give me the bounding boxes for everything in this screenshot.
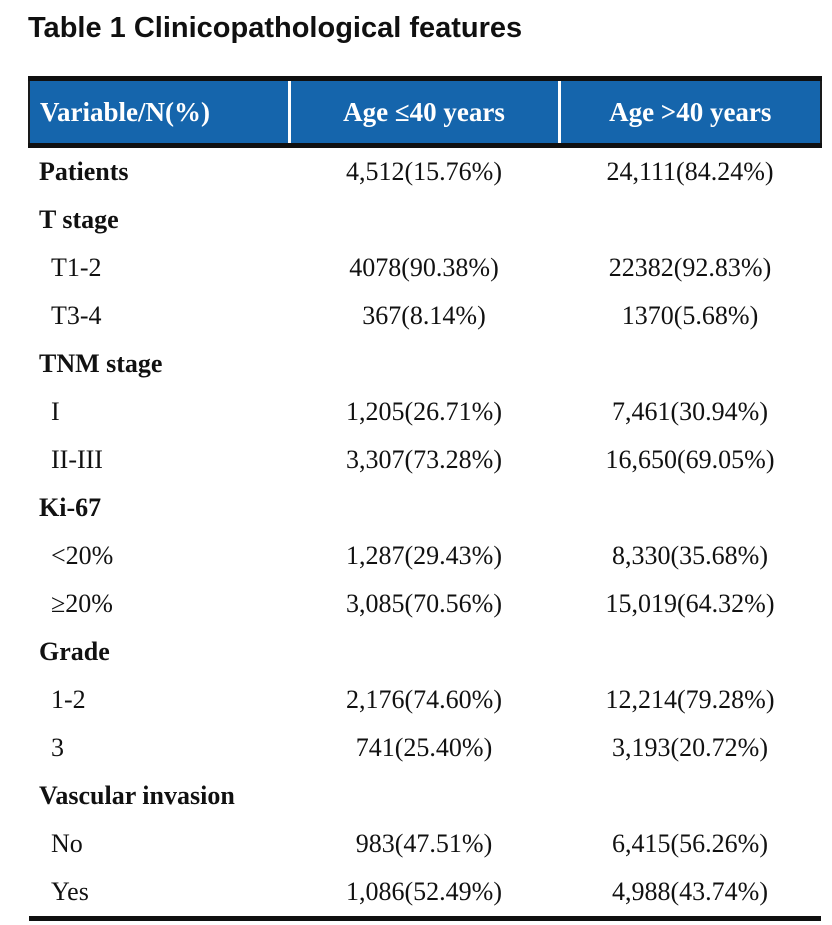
value-cell bbox=[289, 628, 559, 676]
value-cell: 2,176(74.60%) bbox=[289, 676, 559, 724]
column-header-age-le40: Age ≤40 years bbox=[287, 78, 559, 148]
value-cell bbox=[289, 196, 559, 244]
row-label: 1-2 bbox=[29, 676, 289, 724]
column-header-age-gt40: Age >40 years bbox=[557, 78, 822, 148]
clinicopathological-table: Variable/N(%) Age ≤40 years Age >40 year… bbox=[28, 76, 822, 921]
row-label: TNM stage bbox=[29, 340, 289, 388]
column-header-variable: Variable/N(%) bbox=[28, 78, 289, 148]
value-cell: 3,085(70.56%) bbox=[289, 580, 559, 628]
value-cell: 741(25.40%) bbox=[289, 724, 559, 772]
row-label: Yes bbox=[29, 868, 289, 919]
value-cell: 12,214(79.28%) bbox=[559, 676, 821, 724]
header-row: Variable/N(%) Age ≤40 years Age >40 year… bbox=[28, 78, 822, 148]
table-row: II-III 3,307(73.28%) 16,650(69.05%) bbox=[29, 436, 821, 484]
row-label: Patients bbox=[29, 145, 289, 196]
table-row: TNM stage bbox=[29, 340, 821, 388]
value-cell: 22382(92.83%) bbox=[559, 244, 821, 292]
value-cell: 4078(90.38%) bbox=[289, 244, 559, 292]
table-row: <20% 1,287(29.43%) 8,330(35.68%) bbox=[29, 532, 821, 580]
row-label: T1-2 bbox=[29, 244, 289, 292]
row-label: Ki-67 bbox=[29, 484, 289, 532]
row-label: T3-4 bbox=[29, 292, 289, 340]
value-cell: 983(47.51%) bbox=[289, 820, 559, 868]
value-cell: 24,111(84.24%) bbox=[559, 145, 821, 196]
table-row: T1-2 4078(90.38%) 22382(92.83%) bbox=[29, 244, 821, 292]
table-title: Table 1 Clinicopathological features bbox=[28, 12, 523, 44]
row-label: <20% bbox=[29, 532, 289, 580]
value-cell: 3,193(20.72%) bbox=[559, 724, 821, 772]
value-cell bbox=[559, 340, 821, 388]
value-cell: 16,650(69.05%) bbox=[559, 436, 821, 484]
row-label: Grade bbox=[29, 628, 289, 676]
value-cell bbox=[559, 628, 821, 676]
value-cell: 1,086(52.49%) bbox=[289, 868, 559, 919]
value-cell bbox=[559, 196, 821, 244]
table-row: T3-4 367(8.14%) 1370(5.68%) bbox=[29, 292, 821, 340]
value-cell bbox=[289, 772, 559, 820]
row-label: T stage bbox=[29, 196, 289, 244]
table-row: T stage bbox=[29, 196, 821, 244]
table-row: Yes 1,086(52.49%) 4,988(43.74%) bbox=[29, 868, 821, 919]
table-header: Variable/N(%) Age ≤40 years Age >40 year… bbox=[28, 78, 822, 148]
table-row: Ki-67 bbox=[29, 484, 821, 532]
value-cell: 6,415(56.26%) bbox=[559, 820, 821, 868]
value-cell: 8,330(35.68%) bbox=[559, 532, 821, 580]
table-row: 1-2 2,176(74.60%) 12,214(79.28%) bbox=[29, 676, 821, 724]
table-row: Patients 4,512(15.76%) 24,111(84.24%) bbox=[29, 145, 821, 196]
table-row: 3 741(25.40%) 3,193(20.72%) bbox=[29, 724, 821, 772]
table-row: I 1,205(26.71%) 7,461(30.94%) bbox=[29, 388, 821, 436]
row-label: Vascular invasion bbox=[29, 772, 289, 820]
table-body: Patients 4,512(15.76%) 24,111(84.24%) T … bbox=[29, 145, 821, 919]
value-cell: 1,287(29.43%) bbox=[289, 532, 559, 580]
value-cell: 1370(5.68%) bbox=[559, 292, 821, 340]
value-cell: 4,988(43.74%) bbox=[559, 868, 821, 919]
value-cell bbox=[289, 340, 559, 388]
table-row: Grade bbox=[29, 628, 821, 676]
table-row: Vascular invasion bbox=[29, 772, 821, 820]
value-cell bbox=[289, 484, 559, 532]
table-row: ≥20% 3,085(70.56%) 15,019(64.32%) bbox=[29, 580, 821, 628]
row-label: II-III bbox=[29, 436, 289, 484]
value-cell: 7,461(30.94%) bbox=[559, 388, 821, 436]
value-cell: 4,512(15.76%) bbox=[289, 145, 559, 196]
row-label: I bbox=[29, 388, 289, 436]
row-label: No bbox=[29, 820, 289, 868]
value-cell: 3,307(73.28%) bbox=[289, 436, 559, 484]
row-label: 3 bbox=[29, 724, 289, 772]
row-label: ≥20% bbox=[29, 580, 289, 628]
value-cell: 15,019(64.32%) bbox=[559, 580, 821, 628]
table-row: No 983(47.51%) 6,415(56.26%) bbox=[29, 820, 821, 868]
value-cell bbox=[559, 484, 821, 532]
value-cell bbox=[559, 772, 821, 820]
value-cell: 1,205(26.71%) bbox=[289, 388, 559, 436]
value-cell: 367(8.14%) bbox=[289, 292, 559, 340]
